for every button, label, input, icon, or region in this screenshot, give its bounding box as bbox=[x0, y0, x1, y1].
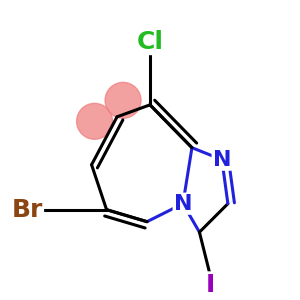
Text: N: N bbox=[174, 194, 192, 214]
Text: Cl: Cl bbox=[136, 30, 164, 54]
Circle shape bbox=[105, 82, 141, 118]
Text: N: N bbox=[213, 150, 231, 170]
Circle shape bbox=[76, 103, 112, 139]
Text: I: I bbox=[205, 273, 214, 297]
Text: Br: Br bbox=[11, 198, 43, 222]
